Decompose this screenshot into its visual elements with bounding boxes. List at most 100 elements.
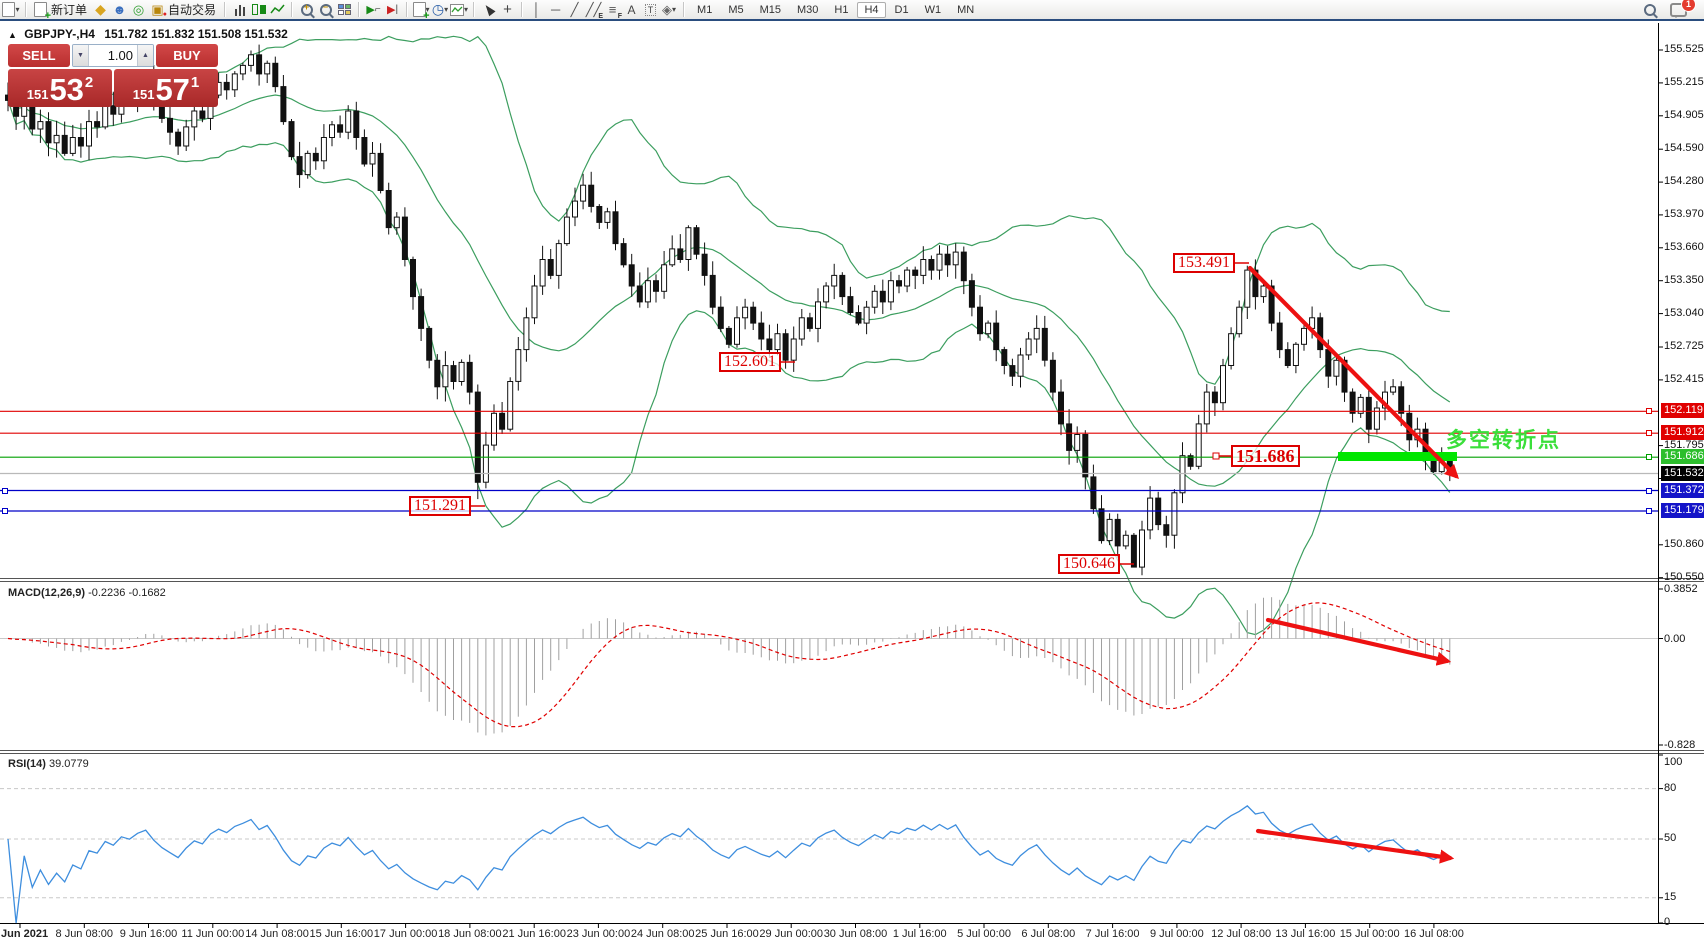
volume-stepper[interactable]: ▼ 1.00 ▲ [72,44,154,67]
line-handle[interactable] [2,507,8,514]
timeframe-M1[interactable]: M1 [697,3,713,16]
separator [358,2,361,17]
price-axis-tick: 152.725 [1664,339,1704,352]
price-axis-tick: 154.905 [1664,108,1704,121]
sell-price[interactable]: 151 53 2 [8,69,112,107]
chart-shift-icon[interactable]: ▶ | [386,4,399,16]
terminal-icon[interactable]: ☻ [112,2,127,17]
date-label: 15 Jun 16:00 [309,928,374,940]
timeframe-M5[interactable]: M5 [728,3,744,16]
sell-button[interactable]: SELL [8,44,70,67]
date-label: 29 Jun 00:00 [759,928,824,940]
new-chart-icon[interactable]: ▾ [2,1,21,19]
price-label-153.491[interactable]: 153.491 [1173,253,1235,273]
price-label-151.686[interactable]: 151.686 [1231,445,1300,467]
date-label: 6 Jul 08:00 [1021,928,1076,940]
rsi-line [7,805,1451,924]
one-click-trading-panel: SELL ▼ 1.00 ▲ BUY 151 53 2 151 57 1 [8,44,218,107]
tile-windows-icon[interactable] [335,1,354,19]
trend-arrow-price[interactable] [1247,265,1460,480]
macd-signal-value: -0.1682 [128,587,166,599]
price-axis-tick: 153.660 [1664,240,1704,253]
auto-trading-label[interactable]: 自动交易 [168,3,217,17]
bar-chart-icon[interactable] [230,1,249,19]
new-order-icon[interactable]: + [31,1,51,22]
shapes-icon[interactable]: ◈ ▾ [662,1,677,17]
price-axis-tick: 150.860 [1664,537,1704,550]
new-order-label[interactable]: 新订单 [51,3,88,17]
line-handle[interactable] [1646,454,1652,461]
line-handle[interactable] [1646,487,1652,494]
auto-scroll-icon[interactable]: ▶ ⌐ [366,4,381,16]
zoom-out-icon[interactable]: − [316,1,335,19]
price-label-151.291[interactable]: 151.291 [409,496,471,516]
signals-icon[interactable]: ◎ [132,1,145,17]
market-watch-icon[interactable]: ◆ [95,1,106,17]
date-label: 14 Jun 08:00 [245,928,309,940]
indicators-icon[interactable]: + ▾ [412,1,431,22]
price-tag-151.686: 151.686 [1661,449,1704,465]
algo-trading-icon[interactable]: ▣ ● [151,1,168,18]
price-axis-tick: 150.550 [1664,570,1704,583]
fibonacci-icon[interactable]: ≡ F [608,2,623,20]
trend-arrow-macd[interactable] [1265,617,1452,666]
line-chart-icon[interactable] [268,1,287,19]
timeframe-M15[interactable]: M15 [759,3,782,16]
separator [521,2,524,17]
volume-value[interactable]: 1.00 [107,48,133,63]
highlight-bar[interactable] [1338,452,1457,461]
date-label: 25 Jun 16:00 [695,928,759,940]
timeframe-H4[interactable]: H4 [857,1,886,18]
notification-badge[interactable]: 1 [1681,0,1696,12]
date-label: 1 Jul 16:00 [892,928,947,940]
macd-signal-line [7,602,1450,728]
line-handle[interactable] [1646,507,1652,514]
volume-increase-button[interactable]: ▲ [137,45,153,66]
timeframe-D1[interactable]: D1 [894,3,909,16]
cursor-icon[interactable] [479,1,498,19]
rsi-axis-tick: 80 [1664,781,1677,794]
line-handle[interactable] [1646,430,1652,437]
collapse-triangle-icon[interactable]: ▲ [8,30,17,40]
price-label-152.601[interactable]: 152.601 [719,352,781,372]
horizontal-line-icon[interactable]: ─ [550,2,561,17]
date-label: 5 Jul 00:00 [957,928,1011,940]
volume-decrease-button[interactable]: ▼ [73,45,89,66]
line-handle[interactable] [1646,408,1652,415]
zoom-in-icon[interactable]: + [297,1,316,19]
trend-arrow-rsi[interactable] [1255,828,1455,864]
equidistant-channel-icon[interactable]: ╱╱ E [585,1,604,20]
timeframe-W1[interactable]: W1 [924,3,942,16]
separator [473,2,476,17]
buy-price[interactable]: 151 57 1 [114,69,218,107]
macd-axis-tick: 0.00 [1664,632,1686,645]
price-tag-152.119: 152.119 [1661,403,1704,419]
price-label-150.646[interactable]: 150.646 [1058,554,1120,574]
candlestick-chart-icon[interactable] [249,1,268,19]
line-handle[interactable] [2,487,8,494]
rsi-value: 39.0779 [48,758,89,770]
price-axis-tick: 153.040 [1664,306,1704,319]
periods-icon[interactable]: ◷ ▾ [431,1,449,17]
text-icon[interactable]: A [627,2,636,17]
text-label-icon[interactable]: T [641,1,660,19]
date-label: 7 Jun 2021 [0,928,49,940]
date-label: 9 Jun 16:00 [119,928,178,940]
price-axis-tick: 155.215 [1664,75,1704,88]
turning-point-annotation[interactable]: 多空转折点 [1446,429,1561,452]
macd-histogram [15,597,1451,736]
trendline-icon[interactable]: ╱ [570,1,579,17]
macd-value: -0.2236 [88,587,126,599]
timeframe-M30[interactable]: M30 [797,3,819,16]
timeframe-H1[interactable]: H1 [834,3,849,16]
buy-button[interactable]: BUY [156,44,218,67]
templates-icon[interactable]: ▾ [450,1,469,19]
vertical-line-icon[interactable]: │ [532,2,541,17]
macd-axis-tick: -0.828 [1664,738,1696,751]
crosshair-icon[interactable]: + [503,1,512,18]
chat-icon[interactable]: 1 [1669,0,1696,19]
rsi-axis-tick: 15 [1664,890,1677,903]
timeframe-MN[interactable]: MN [957,3,975,16]
search-icon[interactable] [1640,1,1659,19]
